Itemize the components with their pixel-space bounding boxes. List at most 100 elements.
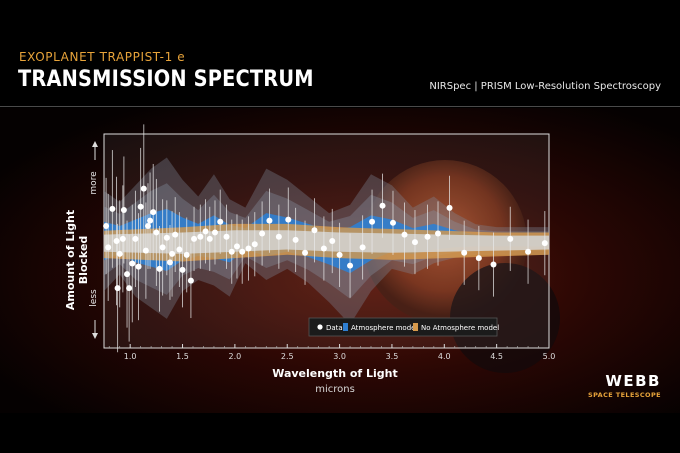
y-arrow-head-bottom: [92, 333, 98, 339]
header-divider: [0, 106, 680, 107]
planet-silhouette: [450, 263, 560, 373]
x-tick-label-5: 3.5: [386, 352, 399, 361]
data-point-7: [120, 206, 127, 213]
y-axis-arrow: [92, 141, 98, 339]
y-axis-label: Amount of Light Blocked: [64, 209, 90, 311]
data-point-30: [191, 235, 198, 242]
data-point-53: [359, 244, 366, 251]
x-tick-label-7: 4.5: [490, 352, 503, 361]
data-point-62: [461, 249, 468, 256]
data-point-44: [275, 233, 282, 240]
data-point-41: [251, 241, 258, 248]
data-point-24: [169, 250, 176, 257]
data-point-31: [197, 233, 204, 240]
data-point-35: [217, 218, 224, 225]
data-point-20: [156, 265, 163, 272]
data-point-66: [525, 248, 532, 255]
x-tick-label-1: 1.5: [176, 352, 189, 361]
data-point-67: [541, 240, 548, 247]
y-axis-less-label: less: [89, 289, 99, 307]
chart-subtitle: EXOPLANET TRAPPIST-1 e: [19, 50, 186, 64]
data-point-54: [369, 218, 376, 225]
chart-legend: Data Atmosphere model No Atmosphere mode…: [308, 317, 499, 337]
data-point-23: [166, 259, 173, 266]
data-point-4: [114, 285, 121, 292]
legend-data-label: Data: [326, 324, 343, 332]
data-point-55: [379, 202, 386, 209]
webb-logo-subtext: SPACE TELESCOPE: [588, 391, 661, 399]
data-point-40: [245, 245, 252, 252]
chart-title: TRANSMISSION SPECTRUM: [18, 67, 314, 92]
data-point-38: [233, 243, 240, 250]
data-point-3: [113, 238, 120, 244]
data-point-18: [150, 209, 157, 216]
data-point-64: [490, 261, 497, 268]
data-point-29: [187, 277, 194, 284]
webb-logo-text: WEBB: [605, 372, 661, 390]
legend-box: [308, 317, 498, 337]
data-point-10: [129, 260, 136, 267]
y-axis-more-label: more: [89, 171, 99, 195]
legend-no-atmosphere-swatch: [413, 323, 418, 331]
data-point-0: [103, 223, 110, 230]
data-point-15: [142, 247, 149, 254]
data-point-51: [336, 251, 343, 258]
x-tick-label-3: 2.5: [281, 352, 294, 361]
data-point-63: [475, 255, 482, 262]
data-point-48: [311, 227, 318, 234]
data-points: [103, 185, 548, 292]
data-point-42: [259, 230, 266, 237]
data-point-6: [119, 235, 126, 242]
x-tick-label-0: 1.0: [124, 352, 137, 361]
data-point-28: [183, 251, 190, 258]
instrument-label: NIRSpec | PRISM Low-Resolution Spectrosc…: [429, 81, 661, 92]
data-point-13: [137, 203, 144, 210]
data-point-21: [159, 244, 166, 251]
data-point-65: [507, 235, 514, 242]
data-point-1: [105, 244, 112, 251]
data-point-9: [126, 285, 133, 292]
data-point-52: [347, 262, 354, 269]
data-point-27: [179, 266, 186, 273]
data-point-49: [320, 245, 327, 252]
x-tick-label-8: 5.0: [543, 352, 556, 361]
webb-logo: WEBB SPACE TELESCOPE: [561, 372, 661, 399]
data-point-39: [239, 248, 246, 255]
data-point-43: [266, 217, 273, 224]
data-point-46: [292, 236, 299, 243]
data-point-5: [116, 250, 123, 257]
data-point-57: [401, 231, 408, 238]
data-point-25: [172, 231, 179, 238]
data-point-14: [140, 185, 147, 192]
data-point-17: [147, 217, 154, 224]
x-tick-label-2: 2.0: [229, 352, 242, 361]
data-point-32: [202, 228, 209, 235]
data-point-22: [163, 234, 170, 241]
x-axis-ticks: 1.0 1.5 2.0 2.5 3.0 3.5 4.0 4.5 5.0: [108, 344, 556, 361]
data-point-36: [223, 233, 230, 240]
x-tick-label-4: 3.0: [333, 352, 346, 361]
data-point-11: [132, 235, 139, 242]
data-point-33: [206, 235, 213, 242]
data-point-12: [135, 263, 142, 270]
legend-data-marker: [317, 324, 323, 330]
data-point-37: [228, 248, 235, 255]
data-point-59: [424, 233, 431, 240]
data-point-45: [285, 216, 292, 223]
legend-no-atmosphere-label: No Atmosphere model: [421, 324, 499, 332]
data-point-8: [124, 271, 131, 278]
data-point-60: [435, 230, 442, 237]
data-point-19: [153, 229, 160, 236]
data-point-34: [211, 229, 218, 236]
legend-atmosphere-swatch: [343, 323, 348, 331]
data-point-47: [302, 249, 309, 256]
x-axis-unit: microns: [315, 384, 355, 395]
data-point-16: [144, 223, 151, 230]
data-point-50: [329, 238, 336, 244]
data-point-26: [176, 246, 183, 253]
y-arrow-head-top: [92, 141, 98, 147]
legend-atmosphere-label: Atmosphere model: [351, 324, 417, 332]
